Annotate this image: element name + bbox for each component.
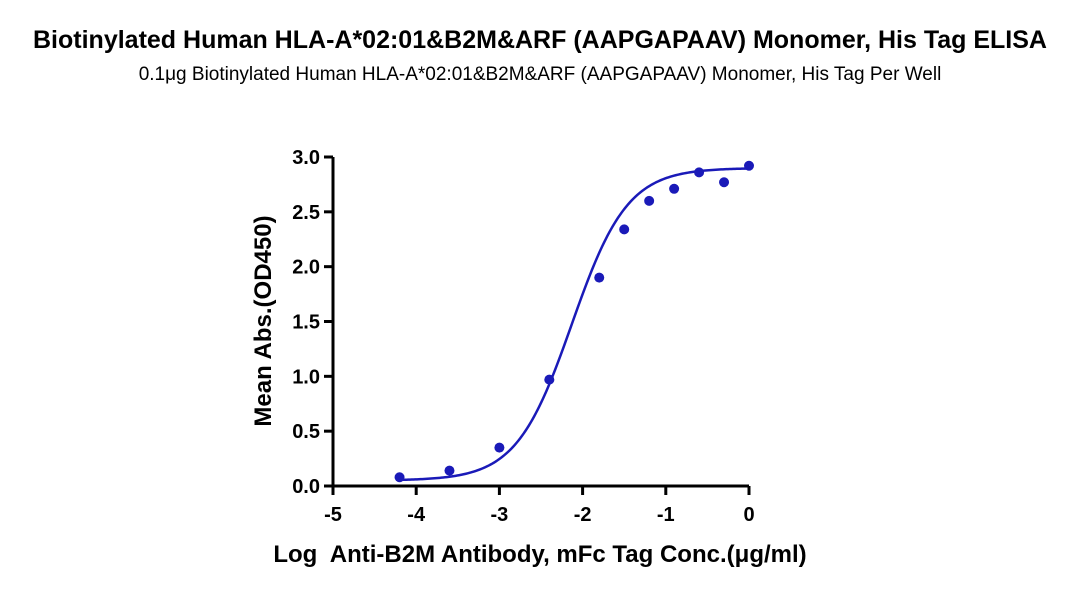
fit-curve: [399, 167, 750, 482]
chart-title: Biotinylated Human HLA-A*02:01&B2M&ARF (…: [33, 26, 1047, 54]
x-tick-label: -1: [657, 504, 675, 526]
data-point: [544, 374, 555, 385]
y-tick-label: 1.5: [292, 312, 320, 334]
data-point: [594, 272, 605, 283]
data-point: [744, 160, 754, 171]
y-axis-label: Mean Abs.(OD450): [250, 215, 277, 426]
y-tick-label: 0.0: [292, 476, 320, 498]
data-point: [619, 224, 630, 235]
x-axis-label: Log Anti-B2M Antibody, mFc Tag Conc.(μg/…: [273, 541, 806, 568]
data-point: [669, 183, 680, 194]
data-point: [444, 465, 455, 476]
y-tick-label: 0.5: [292, 421, 320, 443]
x-axis: -5 -4 -3 -2 -1 0: [324, 484, 755, 526]
data-point: [694, 167, 705, 178]
y-axis: 0.0 0.5 1.0 1.5 2.0 2.5 3.0: [292, 147, 335, 498]
x-tick-label: -5: [324, 504, 342, 526]
chart-subtitle: 0.1μg Biotinylated Human HLA-A*02:01&B2M…: [138, 64, 942, 85]
data-point: [494, 442, 505, 453]
data-point: [394, 472, 405, 483]
data-point: [719, 177, 730, 188]
data-point: [644, 195, 655, 206]
y-tick-label: 3.0: [292, 147, 320, 169]
y-tick-group: 0.0 0.5 1.0 1.5 2.0 2.5 3.0: [292, 147, 333, 498]
x-tick-label: 0: [743, 504, 754, 526]
x-tick-label: -2: [574, 504, 592, 526]
y-tick-label: 2.5: [292, 202, 320, 224]
y-tick-label: 1.0: [292, 366, 320, 388]
x-tick-label: -3: [491, 504, 509, 526]
x-tick-group: -5 -4 -3 -2 -1 0: [324, 486, 755, 526]
x-tick-label: -4: [407, 504, 426, 526]
y-tick-label: 2.0: [292, 257, 320, 279]
data-points: [394, 160, 754, 483]
